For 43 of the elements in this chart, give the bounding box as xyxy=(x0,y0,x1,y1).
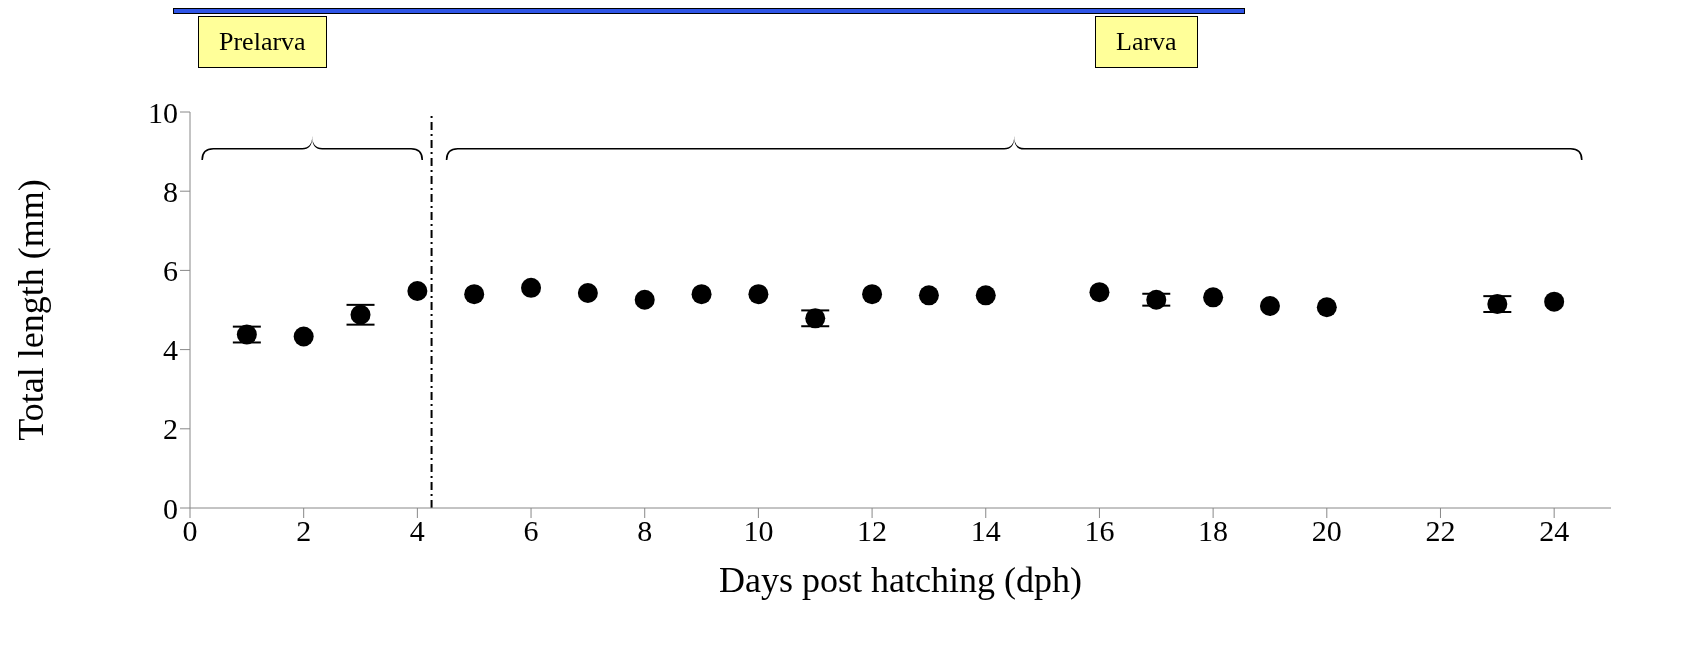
y-tick-label: 6 xyxy=(163,254,178,288)
x-tick-label: 14 xyxy=(970,514,1001,548)
x-tick-label: 24 xyxy=(1539,514,1570,548)
y-axis-title: Total length (mm) xyxy=(10,179,51,441)
point xyxy=(862,284,883,305)
x-tick-label: 20 xyxy=(1311,514,1342,548)
x-tick-label: 2 xyxy=(296,514,312,548)
point xyxy=(691,284,712,305)
x-tick-label: 16 xyxy=(1084,514,1115,548)
point xyxy=(634,289,655,310)
point xyxy=(236,324,257,345)
x-axis-title: Days post hatching (dph) xyxy=(719,559,1082,600)
y-tick-label: 8 xyxy=(163,174,178,208)
point xyxy=(1316,297,1337,318)
point xyxy=(521,277,542,298)
text: Prelarva xyxy=(198,16,327,68)
point xyxy=(975,285,996,306)
x-tick-label: 18 xyxy=(1198,514,1229,548)
y-tick-label: 2 xyxy=(163,412,178,446)
point xyxy=(464,284,485,305)
y-tick-label: 4 xyxy=(163,333,178,367)
point xyxy=(1259,296,1280,317)
point xyxy=(1487,294,1508,315)
x-tick-label: 22 xyxy=(1425,514,1456,548)
y-tick-label: 0 xyxy=(163,491,178,525)
text: Larva xyxy=(1095,16,1198,68)
x-tick-label: 4 xyxy=(409,514,425,548)
point xyxy=(293,326,314,347)
point xyxy=(577,282,598,303)
point xyxy=(748,284,769,305)
point xyxy=(1146,289,1167,310)
point xyxy=(407,280,428,301)
x-tick-label: 12 xyxy=(857,514,888,548)
x-tick-label: 10 xyxy=(743,514,774,548)
point xyxy=(1544,291,1565,312)
point xyxy=(918,285,939,306)
x-tick-label: 8 xyxy=(637,514,653,548)
y-tick-label: 10 xyxy=(148,95,178,129)
point xyxy=(805,308,826,329)
point xyxy=(1203,287,1224,308)
x-tick-label: 6 xyxy=(523,514,539,548)
point xyxy=(350,304,371,325)
point xyxy=(1089,282,1110,303)
